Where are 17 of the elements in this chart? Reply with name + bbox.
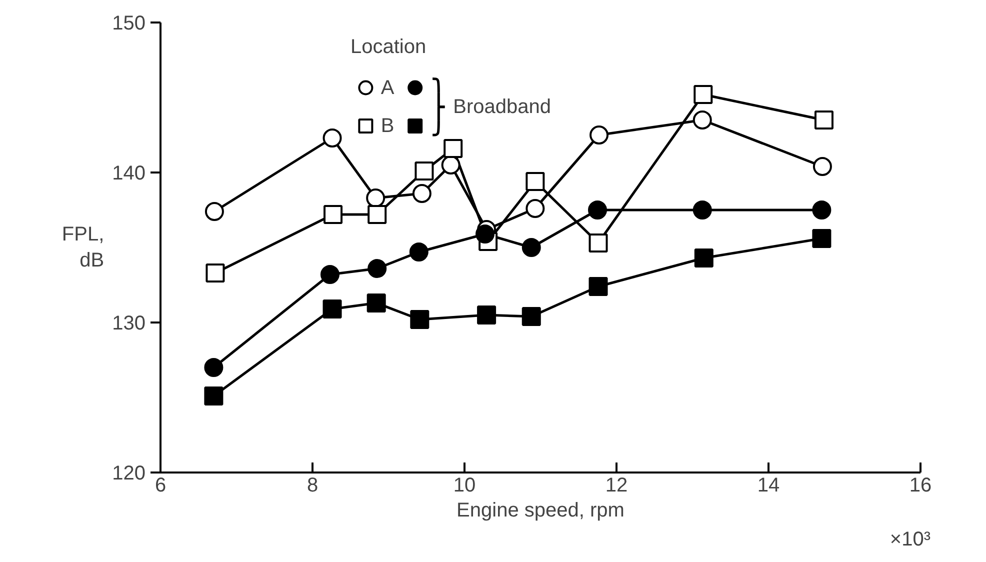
x-tick-label: 14 (757, 474, 780, 496)
y-tick-label: 130 (112, 312, 146, 334)
legend-label: A (380, 76, 395, 99)
text: ×10³ (890, 528, 931, 550)
legend-label: B (380, 115, 394, 137)
x-tick-label: 12 (605, 474, 628, 496)
x-tick-label: 6 (154, 474, 166, 496)
y-tick-label: 140 (112, 162, 146, 184)
x-axis-title: Engine speed, rpm (456, 500, 624, 522)
annotation: Broadband (453, 96, 551, 118)
legend-title: Location (350, 36, 426, 58)
x-tick-label: 16 (909, 474, 932, 496)
y-tick-label: 150 (112, 12, 146, 34)
y-tick-label: 120 (112, 462, 146, 484)
y-axis-title: FPL, dB (62, 223, 104, 272)
x-tick-label: 10 (453, 474, 476, 496)
x-tick-label: 8 (306, 474, 318, 496)
